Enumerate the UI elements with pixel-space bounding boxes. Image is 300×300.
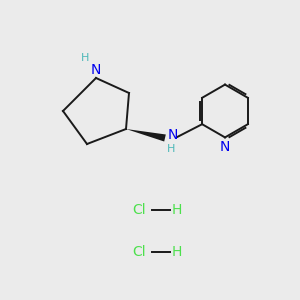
Polygon shape <box>126 129 166 142</box>
Text: H: H <box>172 245 182 259</box>
Text: H: H <box>167 144 175 154</box>
Text: N: N <box>91 62 101 76</box>
Text: H: H <box>81 53 90 63</box>
Text: N: N <box>168 128 178 142</box>
Text: Cl: Cl <box>132 203 146 217</box>
Text: N: N <box>220 140 230 154</box>
Text: H: H <box>172 203 182 217</box>
Text: Cl: Cl <box>132 245 146 259</box>
